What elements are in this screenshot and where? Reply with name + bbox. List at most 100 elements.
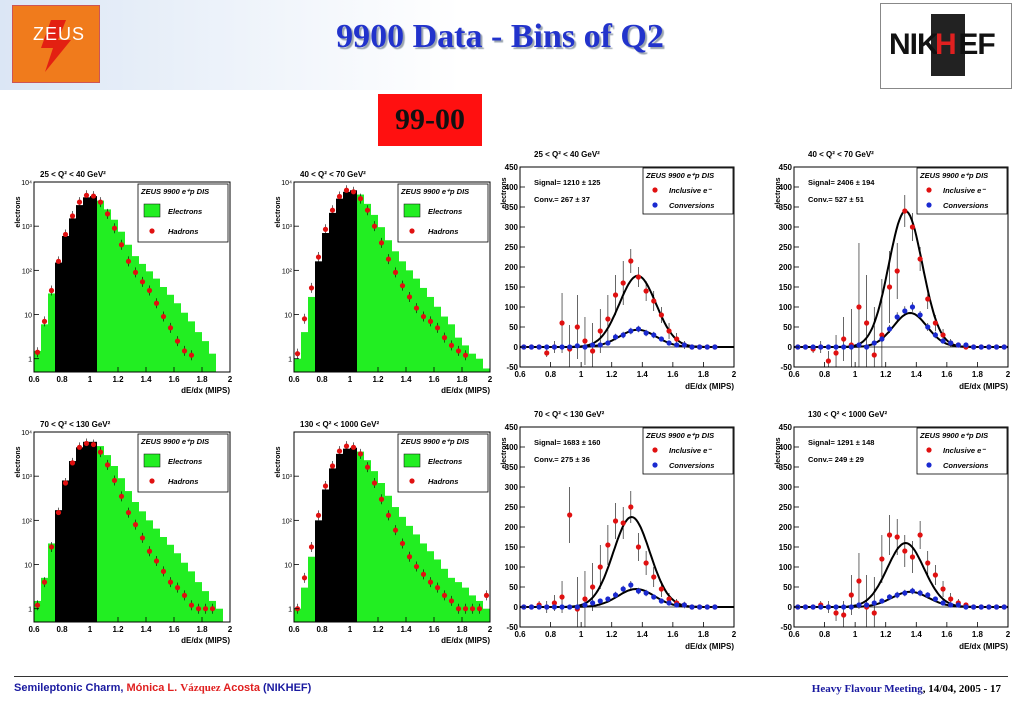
hadron-point xyxy=(462,606,469,612)
conversion-point xyxy=(864,344,870,350)
conversion-point xyxy=(597,598,603,604)
y-tick-label: 200 xyxy=(779,523,793,532)
plot-title: 130 < Q² < 1000 GeV² xyxy=(300,420,379,429)
conversion-point xyxy=(978,344,984,350)
inclusive-point xyxy=(582,596,588,602)
legend-swatch-electrons xyxy=(403,453,421,468)
legend-label-hadrons: Hadrons xyxy=(168,477,198,486)
histogram-bar xyxy=(343,191,350,372)
conversion-point xyxy=(948,340,954,346)
footer-rule xyxy=(14,676,1008,677)
fit-conv-text: Conv.= 275 ± 36 xyxy=(534,455,590,464)
histogram-bar xyxy=(329,212,336,372)
hadron-point xyxy=(111,225,118,231)
histogram-bar xyxy=(469,353,476,372)
conversion-point xyxy=(658,336,664,342)
x-tick-label: 1.6 xyxy=(941,630,953,639)
inclusive-point xyxy=(559,320,565,326)
conversion-point xyxy=(528,604,535,610)
legend-label-inclusive: Inclusive e⁻ xyxy=(943,186,986,195)
conversion-point xyxy=(986,604,992,610)
inclusive-point xyxy=(925,560,931,566)
x-tick-label: 1.2 xyxy=(880,370,892,379)
hadron-point xyxy=(308,285,315,291)
histogram-bar xyxy=(434,306,441,372)
x-axis-label: dE/dx (MIPS) xyxy=(441,636,490,645)
hadron-point xyxy=(132,269,139,275)
nikhef-logo-h: H xyxy=(935,28,957,61)
hadron-point xyxy=(427,579,434,585)
histogram-bar xyxy=(111,465,118,622)
y-tick-label: -50 xyxy=(780,363,792,372)
x-tick-label: 1.2 xyxy=(880,630,892,639)
x-tick-label: 2 xyxy=(732,370,737,379)
legend-marker-conversions xyxy=(926,202,932,208)
conversion-point xyxy=(879,598,885,604)
conversion-point xyxy=(528,344,535,350)
inclusive-point xyxy=(658,586,664,592)
x-tick-label: 1 xyxy=(853,630,858,639)
plot-fit-130-1000: 130 < Q² < 1000 GeV² -50 0 50 100 150 200 250 30… xyxy=(772,405,1022,657)
hadron-point xyxy=(294,351,301,357)
x-tick-label: 1.4 xyxy=(400,375,412,384)
y-tick-label: 250 xyxy=(779,503,793,512)
y-tick-label: 10³ xyxy=(282,474,293,481)
legend-marker-inclusive xyxy=(926,447,932,453)
y-tick-label: 150 xyxy=(505,543,519,552)
conversion-point xyxy=(551,344,557,350)
hadron-point xyxy=(153,300,160,306)
legend-swatch-electrons xyxy=(143,203,161,218)
inclusive-point xyxy=(940,332,946,338)
x-tick-label: 0.6 xyxy=(28,375,40,384)
inclusive-point xyxy=(590,584,596,590)
y-tick-label: 10² xyxy=(22,268,33,275)
hadron-point xyxy=(392,527,399,533)
conversion-point xyxy=(582,602,588,608)
y-tick-label: 10 xyxy=(284,563,292,570)
hadron-point xyxy=(336,448,343,454)
x-tick-label: 1.8 xyxy=(456,625,468,634)
histogram-bar xyxy=(188,571,195,622)
x-tick-label: 1.8 xyxy=(698,630,710,639)
hadron-point xyxy=(315,254,322,260)
hadron-point xyxy=(434,325,441,331)
histogram-bar xyxy=(371,214,378,372)
legend-label-inclusive: Inclusive e⁻ xyxy=(943,446,986,455)
y-tick-label: 300 xyxy=(505,223,519,232)
conversion-point xyxy=(674,602,680,608)
histogram-bar xyxy=(301,587,308,622)
legend-marker-conversions xyxy=(652,202,658,208)
histogram-bar xyxy=(336,453,343,622)
conversion-point xyxy=(818,604,824,610)
hadron-point xyxy=(357,451,364,457)
histogram-bar xyxy=(160,286,167,372)
hadron-point xyxy=(139,535,146,541)
conversion-point xyxy=(963,604,969,610)
histogram-bar xyxy=(55,510,62,622)
y-tick-label: -50 xyxy=(506,623,518,632)
hadron-point xyxy=(48,287,55,294)
hadron-point xyxy=(174,585,181,591)
inclusive-point xyxy=(612,292,619,298)
inclusive-point xyxy=(917,532,923,538)
hadron-point xyxy=(69,460,76,466)
hadron-point xyxy=(336,193,343,200)
conversion-point xyxy=(551,604,557,610)
histogram-bar xyxy=(420,287,427,372)
x-tick-label: 1 xyxy=(348,625,353,634)
conversion-point xyxy=(955,602,961,608)
histogram-bar xyxy=(83,441,90,622)
histogram-bar xyxy=(34,350,41,372)
plot-hist-70-130: 70 < Q² < 130 GeV² 1 10 10² 10³ 10⁴ 0.6 0.8 1 1.2… xyxy=(8,415,240,647)
plot-title: 70 < Q² < 130 GeV² xyxy=(40,420,111,429)
x-tick-label: 0.6 xyxy=(288,375,300,384)
inclusive-point xyxy=(605,316,611,322)
fit-conv-text: Conv.= 267 ± 37 xyxy=(534,195,590,204)
zeus-logo-text: ZEUS xyxy=(33,24,86,44)
inclusive-point xyxy=(597,564,603,570)
inclusive-point xyxy=(940,586,946,592)
hadron-point xyxy=(476,606,483,612)
legend-marker-conversions xyxy=(652,462,658,468)
conversion-point xyxy=(681,602,687,608)
histogram-bar xyxy=(48,543,55,622)
